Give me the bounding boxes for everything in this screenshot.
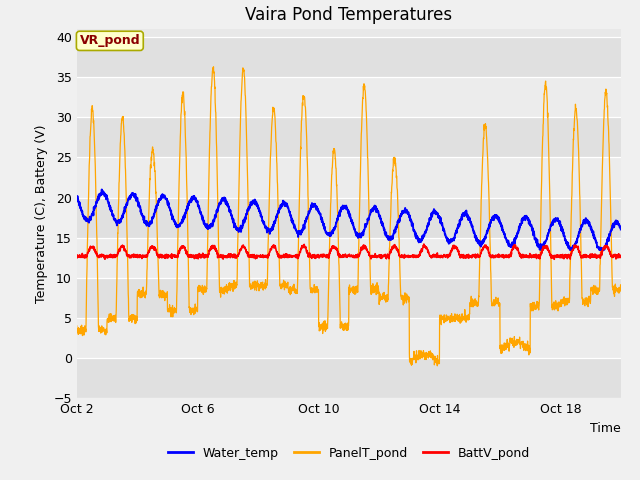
Bar: [77, 198, 621, 238]
Bar: [77, 318, 621, 358]
Y-axis label: Temperature (C), Battery (V): Temperature (C), Battery (V): [35, 124, 48, 303]
Text: VR_pond: VR_pond: [79, 35, 140, 48]
Bar: [77, 77, 621, 117]
Bar: [77, 117, 621, 157]
Bar: [77, 157, 621, 198]
Bar: [77, 37, 621, 77]
Legend: Water_temp, PanelT_pond, BattV_pond: Water_temp, PanelT_pond, BattV_pond: [163, 442, 535, 465]
Title: Vaira Pond Temperatures: Vaira Pond Temperatures: [245, 6, 452, 24]
Bar: [77, 238, 621, 278]
Bar: [77, 278, 621, 318]
Bar: [77, 358, 621, 398]
Text: Time: Time: [590, 422, 621, 435]
